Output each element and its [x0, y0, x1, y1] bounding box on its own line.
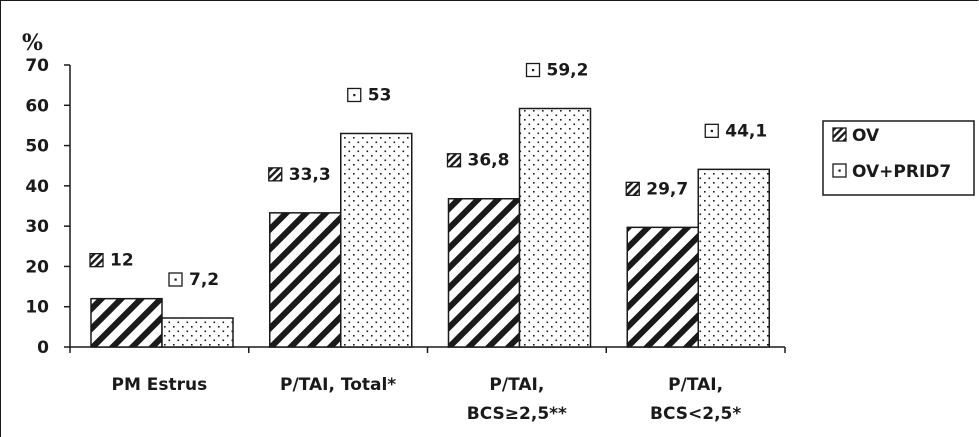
bar-value-label: 33,3 — [289, 165, 331, 185]
dot-key-center — [532, 69, 534, 71]
bar-hatch — [627, 227, 698, 347]
y-tick-label: 10 — [25, 298, 49, 318]
bar-hatch — [270, 213, 341, 347]
hatch-key-icon — [626, 182, 639, 195]
bar-dots — [162, 318, 233, 347]
legend: OV OV+PRID7 — [823, 121, 974, 195]
y-axis-label: % — [22, 30, 43, 56]
y-tick-label: 0 — [37, 338, 49, 358]
y-tick-label: 30 — [25, 217, 49, 237]
hatch-key-icon — [448, 154, 461, 167]
bar-value-label: 36,8 — [468, 151, 510, 171]
x-tick-label: PM Estrus — [111, 375, 207, 395]
bar-value-label: 59,2 — [547, 61, 589, 81]
dot-key-center — [711, 130, 713, 132]
x-tick-labels: PM Estrus P/TAI, Total* P/TAI, BCS≥2,5** P/T… — [111, 375, 741, 424]
bar-value-label: 7,2 — [189, 270, 219, 290]
bars — [91, 109, 769, 347]
bar-value-label: 44,1 — [725, 121, 767, 141]
x-tick-label: P/TAI, — [489, 375, 544, 395]
x-tick-label: P/TAI, Total* — [280, 375, 396, 395]
bar-dots — [520, 109, 591, 347]
y-tick-label: 20 — [25, 257, 49, 277]
y-tick-label: 40 — [25, 177, 49, 197]
bar-value-label: 12 — [110, 251, 134, 271]
hatch-key-icon — [90, 254, 103, 267]
legend-label: OV — [852, 126, 880, 146]
bar-value-label: 53 — [368, 85, 392, 105]
dot-key-center — [353, 94, 355, 96]
bar-dots — [698, 169, 769, 347]
hatch-key-icon — [833, 128, 846, 141]
bar-dots — [341, 133, 412, 347]
bar-hatch — [91, 299, 162, 347]
bar-value-label: 29,7 — [646, 179, 688, 199]
y-tick-labels: 0 10 20 30 40 50 60 70 — [25, 56, 49, 358]
x-tick-label: P/TAI, — [668, 375, 723, 395]
hatch-key-icon — [269, 168, 282, 181]
x-tick-label: BCS<2,5* — [650, 404, 741, 424]
y-tick-label: 50 — [25, 137, 49, 157]
y-tick-label: 60 — [25, 96, 49, 116]
legend-label: OV+PRID7 — [852, 162, 951, 182]
x-tick-label: BCS≥2,5** — [467, 404, 567, 424]
bar-hatch — [449, 199, 520, 347]
dot-key-center — [839, 170, 841, 172]
y-tick-label: 70 — [25, 56, 49, 76]
dot-key-center — [175, 278, 177, 280]
